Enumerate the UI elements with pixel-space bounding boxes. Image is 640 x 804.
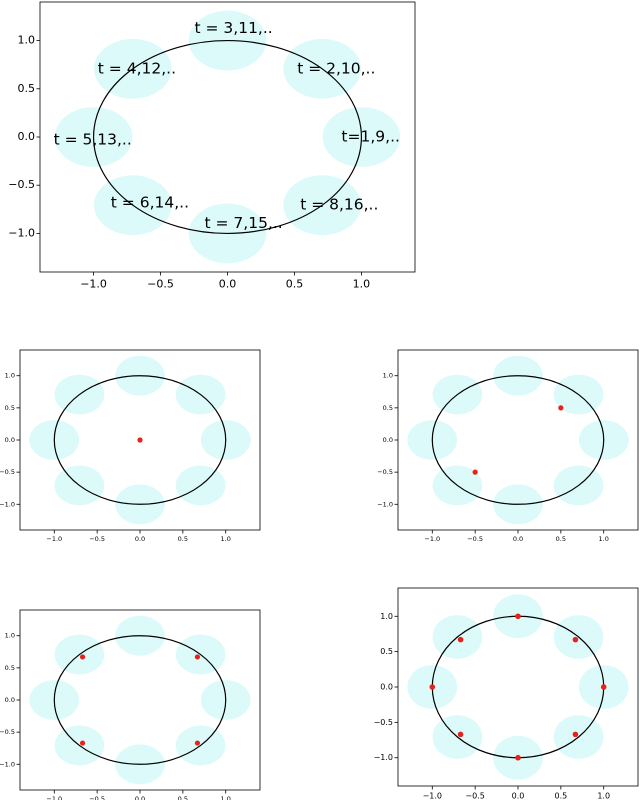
- x-tick-label: 0.0: [513, 535, 523, 543]
- x-tick-label: −1.0: [46, 535, 62, 543]
- y-tick-label: −0.5: [0, 468, 15, 476]
- y-tick-label: 0.5: [5, 664, 15, 672]
- x-tick-label: 0.0: [512, 792, 525, 801]
- y-tick-label: 1.0: [5, 632, 15, 640]
- point: [457, 731, 464, 738]
- y-tick-label: 1.0: [5, 372, 15, 380]
- point: [194, 740, 201, 746]
- x-tick-label: 0.5: [286, 277, 304, 290]
- annotation: t=1,9,..: [341, 128, 400, 146]
- x-tick-label: 0.0: [135, 535, 145, 543]
- point: [572, 731, 579, 738]
- y-tick-label: −1.0: [0, 760, 15, 768]
- point: [79, 654, 86, 660]
- annotation: t = 2,10,..: [297, 59, 375, 77]
- point: [137, 437, 143, 443]
- y-tick-label: 0.0: [383, 436, 393, 444]
- annotation: t = 7,15,..: [205, 214, 283, 232]
- y-tick-label: −0.5: [0, 728, 15, 736]
- x-tick-label: 1.0: [221, 795, 231, 800]
- x-tick-label: 1.0: [599, 535, 609, 543]
- point: [472, 469, 478, 475]
- y-tick-label: −0.5: [377, 468, 393, 476]
- y-tick-label: −1.0: [374, 753, 393, 762]
- x-tick-label: −0.5: [465, 792, 484, 801]
- x-tick-label: −1.0: [80, 277, 107, 290]
- point: [572, 636, 579, 643]
- point: [429, 684, 436, 690]
- y-tick-label: −0.5: [8, 178, 35, 191]
- y-tick-label: −1.0: [8, 226, 35, 239]
- x-tick-label: −0.5: [467, 535, 483, 543]
- y-tick-label: 1.0: [383, 372, 393, 380]
- point: [79, 740, 86, 746]
- x-tick-label: 0.5: [178, 795, 188, 800]
- unit-circle: [92, 39, 363, 235]
- unit-circle: [53, 375, 227, 505]
- y-tick-label: −0.5: [374, 718, 393, 727]
- y-tick-label: 0.0: [380, 683, 393, 692]
- x-tick-label: 0.5: [178, 535, 188, 543]
- point: [600, 684, 607, 690]
- x-tick-label: −1.0: [46, 795, 62, 800]
- x-tick-label: 0.0: [219, 277, 237, 290]
- annotation: t = 8,16,..: [300, 196, 378, 214]
- x-tick-label: 1.0: [597, 792, 610, 801]
- x-tick-label: −0.5: [89, 795, 105, 800]
- x-tick-label: 1.0: [221, 535, 231, 543]
- y-tick-label: 1.0: [18, 34, 36, 47]
- subplot: −1.0 −0.5 0.0 0.5 1.0 −1.0 −0.5 0.0 0.5 1.0: [374, 587, 639, 801]
- point: [558, 405, 564, 411]
- point: [515, 613, 521, 620]
- y-tick-label: 0.5: [18, 82, 36, 95]
- annotation: t = 4,12,..: [98, 59, 176, 77]
- y-tick-label: 0.5: [380, 647, 393, 656]
- y-tick-label: 1.0: [380, 612, 393, 621]
- unit-circle: [431, 375, 605, 505]
- subplot: −1.0 −0.5 0.0 0.5 1.0 −1.0 −0.5 0.0 0.5 1.0: [0, 349, 261, 543]
- unit-circle: [53, 635, 227, 765]
- point: [457, 636, 464, 643]
- x-tick-label: 0.5: [554, 792, 567, 801]
- x-tick-label: −1.0: [424, 535, 440, 543]
- x-tick-label: −0.5: [147, 277, 174, 290]
- point: [515, 754, 521, 761]
- subplot: −1.0 −0.5 0.0 0.5 1.0 −1.0 −0.5 0.0 0.5 1.0: [0, 609, 261, 803]
- annotation: t = 6,14,..: [111, 194, 189, 212]
- x-tick-label: 1.0: [353, 277, 371, 290]
- y-tick-label: 0.0: [5, 696, 15, 704]
- y-tick-label: −1.0: [377, 500, 393, 508]
- y-tick-label: 0.0: [18, 130, 36, 143]
- annotation: t = 5,13,..: [54, 131, 132, 149]
- annotation: t = 3,11,..: [195, 19, 273, 37]
- y-tick-label: 0.5: [383, 404, 393, 412]
- x-tick-label: −1.0: [423, 792, 442, 801]
- x-tick-label: 0.0: [135, 795, 145, 800]
- x-tick-label: −0.5: [89, 535, 105, 543]
- subplot: −1.0 −0.5 0.0 0.5 1.0 −1.0 −0.5 0.0 0.5 1.0: [377, 349, 639, 543]
- y-tick-label: −1.0: [0, 500, 15, 508]
- y-tick-label: 0.5: [5, 404, 15, 412]
- x-tick-label: 0.5: [556, 535, 566, 543]
- y-tick-label: 0.0: [5, 436, 15, 444]
- point: [194, 654, 201, 660]
- subplot: −1.0 −0.5 0.0 0.5 1.0 −1.0 −0.5 0.0 0.5 1.0 t=1,9,…: [8, 1, 416, 290]
